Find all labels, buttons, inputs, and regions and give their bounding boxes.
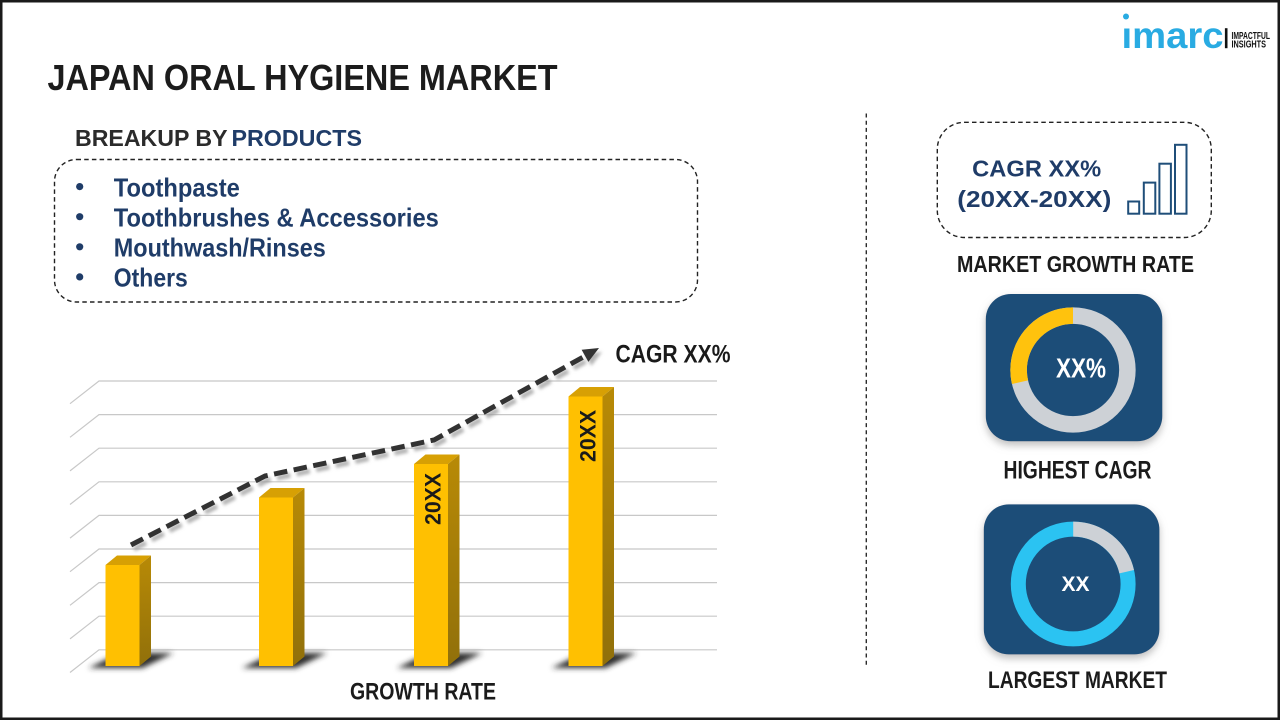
svg-text:XX: XX: [1062, 572, 1091, 596]
svg-text:BREAKUP BY: BREAKUP BY: [75, 125, 228, 151]
svg-text:PRODUCTS: PRODUCTS: [232, 125, 363, 151]
svg-text:INSIGHTS: INSIGHTS: [1232, 40, 1267, 51]
svg-text:JAPAN ORAL HYGIENE MARKET: JAPAN ORAL HYGIENE MARKET: [48, 57, 558, 98]
svg-text:LARGEST MARKET: LARGEST MARKET: [988, 667, 1167, 694]
svg-text:ımarc: ımarc: [1122, 15, 1224, 56]
svg-text:GROWTH RATE: GROWTH RATE: [350, 679, 496, 706]
svg-text:MARKET GROWTH RATE: MARKET GROWTH RATE: [957, 251, 1194, 277]
svg-text:20XX: 20XX: [421, 473, 446, 525]
svg-text:Mouthwash/Rinses: Mouthwash/Rinses: [114, 233, 326, 263]
svg-text:(20XX-20XX): (20XX-20XX): [957, 186, 1111, 212]
svg-text:XX%: XX%: [1056, 353, 1106, 384]
svg-text:Toothbrushes & Accessories: Toothbrushes & Accessories: [114, 202, 439, 232]
svg-text:IMPACTFUL: IMPACTFUL: [1232, 31, 1271, 42]
svg-text:20XX: 20XX: [576, 410, 601, 462]
svg-text:HIGHEST CAGR: HIGHEST CAGR: [1004, 457, 1152, 485]
svg-text:Others: Others: [114, 263, 188, 293]
svg-text:CAGR XX%: CAGR XX%: [616, 341, 731, 369]
svg-text:CAGR XX%: CAGR XX%: [972, 156, 1101, 182]
svg-text:Toothpaste: Toothpaste: [114, 172, 240, 202]
